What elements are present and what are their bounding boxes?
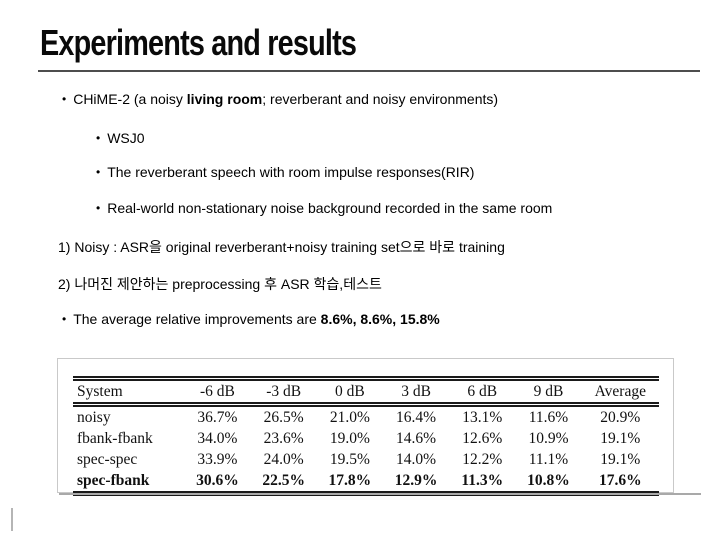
sub-bullet-line-rir: • The reverberant speech with room impuls…	[96, 163, 474, 181]
numbered-text: 1) Noisy : ASR을 original reverberant+noi…	[58, 239, 505, 255]
bullet-text: WSJ0	[107, 130, 145, 146]
table-cell: 14.0%	[396, 451, 437, 468]
table-cell: 34.0%	[197, 430, 238, 447]
partial-table-edge-line	[59, 493, 701, 495]
header-cell-system: System	[73, 376, 185, 407]
bullet-icon: •	[62, 312, 67, 326]
results-table-image: System -6 dB -3 dB 0 dB 3 dB 6 dB 9 dB A…	[57, 358, 674, 496]
table-cell: 17.6%	[581, 470, 659, 496]
table-cell: 22.5%	[250, 470, 317, 496]
table-row-spec-spec: spec-spec 33.9% 24.0% 19.5% 14.0% 12.2% …	[73, 449, 659, 470]
table-cell: 11.3%	[449, 470, 516, 496]
bullet-text: The average relative improvements are	[73, 311, 321, 327]
table-cell: 11.6%	[528, 409, 569, 426]
table-cell: 24.0%	[263, 451, 304, 468]
table-cell: 36.7%	[197, 409, 238, 426]
header-cell-6db: 6 dB	[449, 376, 516, 407]
bullet-text-bold: living room	[186, 91, 263, 107]
table-cell: 11.1%	[528, 451, 569, 468]
table-cell: 17.8%	[316, 470, 383, 496]
results-table-body: noisy 36.7% 26.5% 21.0% 16.4% 13.1% 11.6…	[73, 405, 659, 496]
table-cell: 33.9%	[197, 451, 238, 468]
table-cell: 12.9%	[382, 470, 450, 496]
table-cell: 14.6%	[396, 430, 437, 447]
bullet-icon: •	[96, 201, 101, 215]
table-cell: spec-spec	[77, 451, 138, 468]
bullet-icon: •	[62, 92, 67, 106]
table-cell: 10.9%	[528, 430, 569, 447]
table-cell: 23.6%	[263, 430, 304, 447]
results-table-header: System -6 dB -3 dB 0 dB 3 dB 6 dB 9 dB A…	[73, 376, 659, 407]
bullet-text-bold: 8.6%, 8.6%, 15.8%	[320, 311, 440, 327]
table-cell: 16.4%	[396, 409, 437, 426]
sub-bullet-line-wsj0: • WSJ0	[96, 129, 145, 147]
slide-title: Experiments and results	[40, 22, 357, 63]
header-cell-0db: 0 dB	[316, 376, 383, 407]
table-cell: spec-fbank	[73, 470, 185, 496]
table-cell: 30.6%	[184, 470, 251, 496]
numbered-line-noisy: 1) Noisy : ASR을 original reverberant+noi…	[58, 238, 505, 256]
header-cell-m3db: -3 dB	[250, 376, 317, 407]
table-row-noisy: noisy 36.7% 26.5% 21.0% 16.4% 13.1% 11.6…	[73, 405, 659, 429]
bullet-line-chime: • CHiME-2 (a noisy living room; reverbera…	[62, 90, 498, 108]
table-cell: 12.2%	[462, 451, 503, 468]
bullet-icon: •	[96, 165, 101, 179]
table-cell: 12.6%	[462, 430, 503, 447]
bullet-icon: •	[96, 131, 101, 145]
bullet-text: Real-world non-stationary noise backgrou…	[107, 200, 553, 216]
table-row-fbank-fbank: fbank-fbank 34.0% 23.6% 19.0% 14.6% 12.6…	[73, 428, 659, 449]
table-cell: 19.1%	[600, 451, 641, 468]
results-table: System -6 dB -3 dB 0 dB 3 dB 6 dB 9 dB A…	[73, 376, 659, 496]
numbered-line-proposed: 2) 나머진 제안하는 preprocessing 후 ASR 학습,테스트	[58, 275, 382, 293]
table-cell: 26.5%	[263, 409, 304, 426]
table-cell: 19.0%	[329, 430, 370, 447]
numbered-text: 2) 나머진 제안하는 preprocessing 후 ASR 학습,테스트	[58, 276, 382, 292]
stray-mark-line	[11, 508, 13, 531]
bullet-text: ; reverberant and noisy environments)	[262, 91, 499, 107]
table-cell: 10.8%	[515, 470, 582, 496]
table-cell: 19.1%	[600, 430, 641, 447]
table-cell: 13.1%	[462, 409, 503, 426]
header-cell-9db: 9 dB	[515, 376, 582, 407]
table-cell: fbank-fbank	[77, 430, 153, 447]
bullet-line-improvements: • The average relative improvements are 8…	[62, 310, 440, 328]
table-cell: 20.9%	[600, 409, 641, 426]
table-cell: 19.5%	[329, 451, 370, 468]
table-row-spec-fbank: spec-fbank 30.6% 22.5% 17.8% 12.9% 11.3%…	[73, 470, 659, 496]
header-cell-3db: 3 dB	[382, 376, 450, 407]
header-cell-m6db: -6 dB	[184, 376, 251, 407]
bullet-text: CHiME-2 (a noisy	[73, 91, 187, 107]
table-cell: 21.0%	[329, 409, 370, 426]
header-cell-average: Average	[581, 376, 659, 407]
sub-bullet-line-noise: • Real-world non-stationary noise backgro…	[96, 199, 552, 217]
title-underline	[38, 70, 700, 72]
table-header-row: System -6 dB -3 dB 0 dB 3 dB 6 dB 9 dB A…	[73, 376, 659, 407]
bullet-text: The reverberant speech with room impulse…	[107, 164, 475, 180]
table-cell: noisy	[77, 409, 111, 426]
